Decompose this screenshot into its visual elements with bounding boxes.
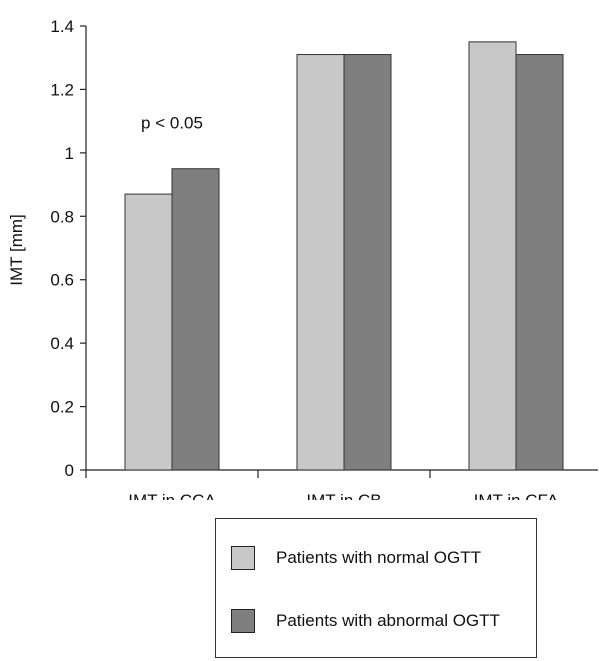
x-tick-labels: IMT in CCA IMT in CB IMT in CFA: [128, 491, 559, 500]
legend-swatch-abnormal: [231, 609, 255, 633]
y-tick-label: 1: [65, 144, 74, 163]
chart-bars: [124, 41, 564, 471]
chart-annotations: p < 0.05: [141, 114, 203, 133]
y-tick-labels: 0 0.2 0.4 0.6 0.8 1 1.2 1.4: [50, 17, 74, 480]
bar-abnormal: [515, 54, 564, 471]
y-tick-label: 1.4: [50, 17, 74, 36]
legend-label-abnormal: Patients with abnormal OGTT: [276, 611, 500, 630]
legend-swatch-normal: [231, 546, 255, 570]
legend-label-normal: Patients with normal OGTT: [276, 548, 482, 567]
y-axis-label: IMT [mm]: [7, 214, 26, 285]
chart-legend: Patients with normal OGTT Patients with …: [215, 518, 537, 658]
y-tick-label: 0.2: [50, 398, 74, 417]
bar-normal: [124, 193, 173, 471]
y-tick-label: 0: [65, 461, 74, 480]
y-tick-label: 0.8: [50, 207, 74, 226]
bar-normal: [468, 41, 517, 471]
bar-abnormal: [171, 168, 220, 471]
y-tick-label: 0.6: [50, 271, 74, 290]
y-tick-label: 1.2: [50, 80, 74, 99]
bar-normal: [296, 54, 345, 471]
significance-annotation: p < 0.05: [141, 114, 203, 133]
bar-chart: 0 0.2 0.4 0.6 0.8 1 1.2 1.4 IMT in CCA IMT in CB…: [7, 17, 598, 500]
x-tick-label: IMT in CCA: [128, 491, 216, 500]
x-tick-label: IMT in CB: [306, 491, 381, 500]
bar-abnormal: [343, 54, 392, 471]
x-tick-label: IMT in CFA: [474, 491, 559, 500]
y-tick-label: 0.4: [50, 334, 74, 353]
